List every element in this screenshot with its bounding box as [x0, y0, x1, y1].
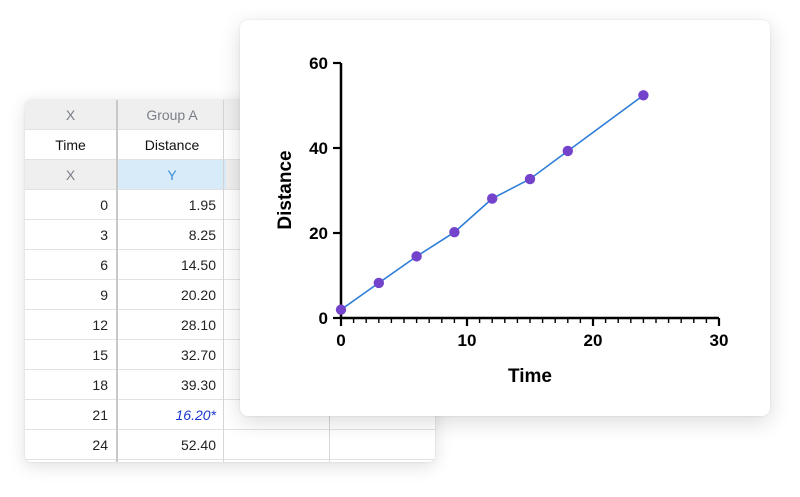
- x-value-cell[interactable]: 9: [100, 286, 108, 303]
- data-point[interactable]: [638, 90, 649, 101]
- x-axis-title: Time: [508, 366, 552, 387]
- x-value-cell[interactable]: 21: [92, 406, 108, 423]
- y-value-cell[interactable]: 28.10: [180, 316, 216, 333]
- table-row: 12 28.10: [25, 310, 435, 340]
- chart-axes: [333, 61, 721, 326]
- y-value-cell[interactable]: 32.70: [180, 346, 216, 363]
- y-value-cell[interactable]: 1.95: [188, 196, 216, 213]
- table-row: 15 32.70: [25, 340, 435, 370]
- excluded-value-cell[interactable]: 16.20*: [175, 406, 216, 423]
- data-point[interactable]: [411, 251, 422, 262]
- series-line: [340, 94, 644, 311]
- tick-labels: 0 10 20 30 0 20 40 60: [309, 54, 728, 350]
- column-divider: [223, 100, 224, 462]
- x-value-cell[interactable]: 15: [92, 346, 108, 363]
- x-value-cell[interactable]: 6: [100, 256, 108, 273]
- y-tick-label: 40: [309, 139, 328, 158]
- y-value-cell[interactable]: 8.25: [188, 226, 216, 243]
- y-subcolumn-header[interactable]: Y: [118, 160, 226, 189]
- y-value-cell[interactable]: 39.30: [180, 376, 216, 393]
- x-value-cell[interactable]: 12: [92, 316, 108, 333]
- y-column-title[interactable]: Distance: [144, 136, 200, 153]
- y-value-cell[interactable]: 20.20: [180, 286, 216, 303]
- x-tick-label: 10: [458, 331, 477, 350]
- group-a-column-header[interactable]: Group A: [146, 106, 198, 123]
- x-value-cell[interactable]: 24: [92, 436, 108, 453]
- table-row: 24 52.40: [25, 430, 435, 460]
- x-subcolumn-header[interactable]: X: [65, 166, 76, 183]
- x-value-cell[interactable]: 0: [100, 196, 108, 213]
- data-point[interactable]: [524, 173, 536, 185]
- column-divider: [116, 100, 118, 462]
- table-row: 3 8.25: [25, 220, 435, 250]
- x-tick-label: 0: [336, 331, 345, 350]
- data-point[interactable]: [449, 226, 460, 238]
- table-row: 6 14.50: [25, 250, 435, 280]
- y-tick-label: 20: [309, 224, 328, 243]
- y-tick-label: 0: [319, 309, 328, 328]
- data-point[interactable]: [487, 193, 498, 204]
- series-points: [335, 90, 649, 315]
- x-value-cell[interactable]: 3: [100, 226, 108, 243]
- y-axis-title: Distance: [275, 150, 296, 229]
- table-row: 18 39.30: [25, 370, 435, 400]
- table-row: 21 16.20*: [25, 400, 435, 430]
- table-title-row: Time Distance: [25, 130, 435, 160]
- data-point[interactable]: [562, 145, 573, 157]
- x-value-cell[interactable]: 18: [92, 376, 108, 393]
- x-column-title[interactable]: Time: [55, 136, 86, 153]
- xy-line-chart: 0 10 20 30 0 20 40 60 Time Distance: [275, 54, 728, 387]
- x-tick-label: 20: [584, 331, 603, 350]
- chart-panel: 0 10 20 30 0 20 40 60 Time Distance: [240, 20, 770, 416]
- y-value-cell[interactable]: 52.40: [180, 436, 216, 453]
- y-tick-label: 60: [309, 54, 328, 73]
- data-point[interactable]: [373, 277, 384, 289]
- y-value-cell[interactable]: 14.50: [180, 256, 216, 273]
- table-row: 0 1.95: [25, 190, 435, 220]
- x-tick-label: 30: [710, 331, 729, 350]
- x-column-header[interactable]: X: [65, 106, 76, 123]
- data-point[interactable]: [335, 304, 347, 315]
- table-row: 9 20.20: [25, 280, 435, 310]
